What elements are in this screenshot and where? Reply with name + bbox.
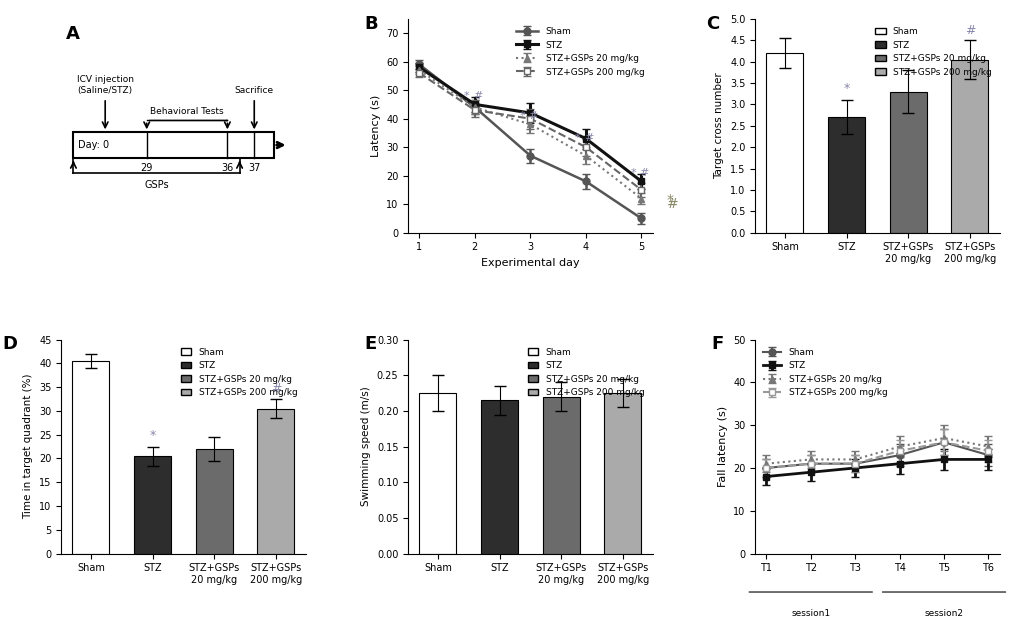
Text: 29: 29 bbox=[141, 163, 153, 173]
Text: Behavioral Tests: Behavioral Tests bbox=[150, 107, 223, 116]
Text: E: E bbox=[364, 335, 376, 353]
Legend: Sham, STZ, STZ+GSPs 20 mg/kg, STZ+GSPs 200 mg/kg: Sham, STZ, STZ+GSPs 20 mg/kg, STZ+GSPs 2… bbox=[870, 23, 995, 80]
Bar bbox=[765, 53, 803, 233]
Text: C: C bbox=[706, 14, 718, 33]
Bar bbox=[133, 456, 171, 554]
Text: 37: 37 bbox=[248, 163, 260, 173]
Bar bbox=[72, 361, 109, 554]
Text: A: A bbox=[66, 25, 79, 43]
Y-axis label: Swimming speed (m/s): Swimming speed (m/s) bbox=[361, 387, 371, 506]
Text: F: F bbox=[710, 335, 722, 353]
Legend: Sham, STZ, STZ+GSPs 20 mg/kg, STZ+GSPs 200 mg/kg: Sham, STZ, STZ+GSPs 20 mg/kg, STZ+GSPs 2… bbox=[177, 344, 301, 401]
Text: session1: session1 bbox=[791, 609, 829, 618]
Text: #: # bbox=[964, 24, 974, 37]
Text: ICV injection
(Saline/STZ): ICV injection (Saline/STZ) bbox=[76, 75, 133, 95]
Text: *: * bbox=[464, 91, 469, 101]
Y-axis label: Fall latency (s): Fall latency (s) bbox=[717, 406, 727, 487]
Text: #: # bbox=[270, 382, 281, 395]
Bar bbox=[951, 60, 987, 233]
Legend: Sham, STZ, STZ+GSPs 20 mg/kg, STZ+GSPs 200 mg/kg: Sham, STZ, STZ+GSPs 20 mg/kg, STZ+GSPs 2… bbox=[759, 344, 891, 401]
Text: *: * bbox=[665, 193, 673, 207]
Bar bbox=[827, 117, 864, 233]
Text: *: * bbox=[843, 82, 849, 94]
Text: #: # bbox=[473, 91, 482, 101]
Text: Day: 0: Day: 0 bbox=[78, 140, 109, 150]
Bar bbox=[542, 397, 579, 554]
Text: GSPs: GSPs bbox=[144, 181, 169, 191]
Bar bbox=[481, 400, 518, 554]
Bar bbox=[604, 393, 641, 554]
Text: *: * bbox=[149, 430, 156, 442]
Bar bbox=[419, 393, 455, 554]
Legend: Sham, STZ, STZ+GSPs 20 mg/kg, STZ+GSPs 200 mg/kg: Sham, STZ, STZ+GSPs 20 mg/kg, STZ+GSPs 2… bbox=[512, 23, 647, 80]
Bar bbox=[196, 449, 232, 554]
X-axis label: Experimental day: Experimental day bbox=[481, 258, 579, 268]
Bar bbox=[257, 409, 294, 554]
Text: #: # bbox=[665, 198, 678, 211]
Bar bbox=[73, 132, 273, 158]
Text: *: * bbox=[575, 133, 580, 143]
Text: 36: 36 bbox=[221, 163, 233, 173]
Text: *: * bbox=[630, 168, 635, 178]
Y-axis label: Target cross number: Target cross number bbox=[713, 72, 723, 179]
Y-axis label: Time in target quadrant (%): Time in target quadrant (%) bbox=[23, 374, 34, 520]
Text: #: # bbox=[584, 133, 593, 143]
Text: Sacrifice: Sacrifice bbox=[234, 86, 273, 95]
Legend: Sham, STZ, STZ+GSPs 20 mg/kg, STZ+GSPs 200 mg/kg: Sham, STZ, STZ+GSPs 20 mg/kg, STZ+GSPs 2… bbox=[524, 344, 647, 401]
Bar bbox=[889, 92, 926, 233]
Text: session2: session2 bbox=[923, 609, 963, 618]
Text: B: B bbox=[364, 14, 377, 33]
Text: D: D bbox=[3, 335, 17, 353]
Text: *: * bbox=[519, 111, 525, 121]
Y-axis label: Latency (s): Latency (s) bbox=[370, 95, 380, 157]
Text: #: # bbox=[528, 111, 537, 121]
Text: #: # bbox=[639, 168, 648, 178]
